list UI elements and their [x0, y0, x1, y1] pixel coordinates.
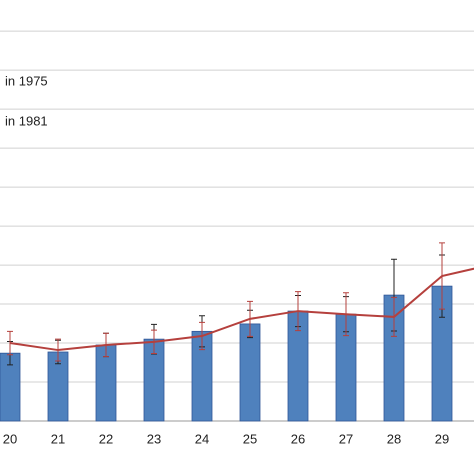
x-tick-label: 24 — [195, 431, 209, 446]
error-bar — [103, 332, 109, 358]
x-tick-label: 22 — [99, 431, 113, 446]
x-tick-label: 21 — [51, 431, 65, 446]
x-tick-label: 29 — [435, 431, 449, 446]
x-tick-label: 20 — [3, 431, 17, 446]
error-bar — [199, 321, 205, 351]
x-tick-label: 25 — [243, 431, 257, 446]
error-bar — [439, 242, 445, 310]
error-bar — [295, 291, 301, 332]
error-bar — [7, 330, 13, 356]
x-tick-label: 26 — [291, 431, 305, 446]
error-bar — [151, 329, 157, 355]
legend-label: in 1975 — [5, 73, 48, 88]
error-bar — [343, 292, 349, 337]
bar — [239, 323, 261, 422]
error-bar — [391, 296, 397, 337]
x-tick-label: 23 — [147, 431, 161, 446]
error-bar — [247, 300, 253, 337]
x-tick-label: 28 — [387, 431, 401, 446]
legend-label: in 1981 — [5, 113, 48, 128]
error-bar — [55, 338, 61, 362]
x-tick-label: 27 — [339, 431, 353, 446]
